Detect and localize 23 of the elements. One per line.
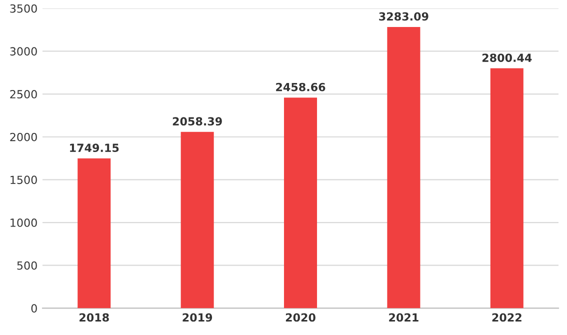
x-tick-label: 2021 <box>389 313 418 322</box>
x-tick-label: 2019 <box>182 313 212 322</box>
y-tick-label: 0 <box>31 304 37 313</box>
y-tick-label: 2500 <box>10 90 37 98</box>
x-tick-label: 2022 <box>492 313 522 322</box>
data-label: 2058.39 <box>172 117 222 126</box>
data-label: 2458.66 <box>276 82 326 92</box>
bar <box>490 68 524 308</box>
y-tick-label: 1000 <box>10 218 37 227</box>
bar <box>180 132 214 308</box>
x-tick-label: 2020 <box>286 313 316 322</box>
x-tick-label: 2018 <box>80 313 109 322</box>
y-tick-label: 3000 <box>10 47 37 56</box>
data-label: 3283.09 <box>379 12 428 21</box>
bar <box>387 26 420 308</box>
data-label: 2800.44 <box>482 54 532 62</box>
y-tick-label: 1500 <box>10 176 37 184</box>
y-tick-label: 2000 <box>10 132 37 142</box>
bar <box>284 98 318 308</box>
bar <box>78 158 111 308</box>
y-tick-label: 3500 <box>10 4 37 13</box>
data-label: 1749.15 <box>70 144 119 152</box>
y-tick-label: 500 <box>17 261 37 270</box>
